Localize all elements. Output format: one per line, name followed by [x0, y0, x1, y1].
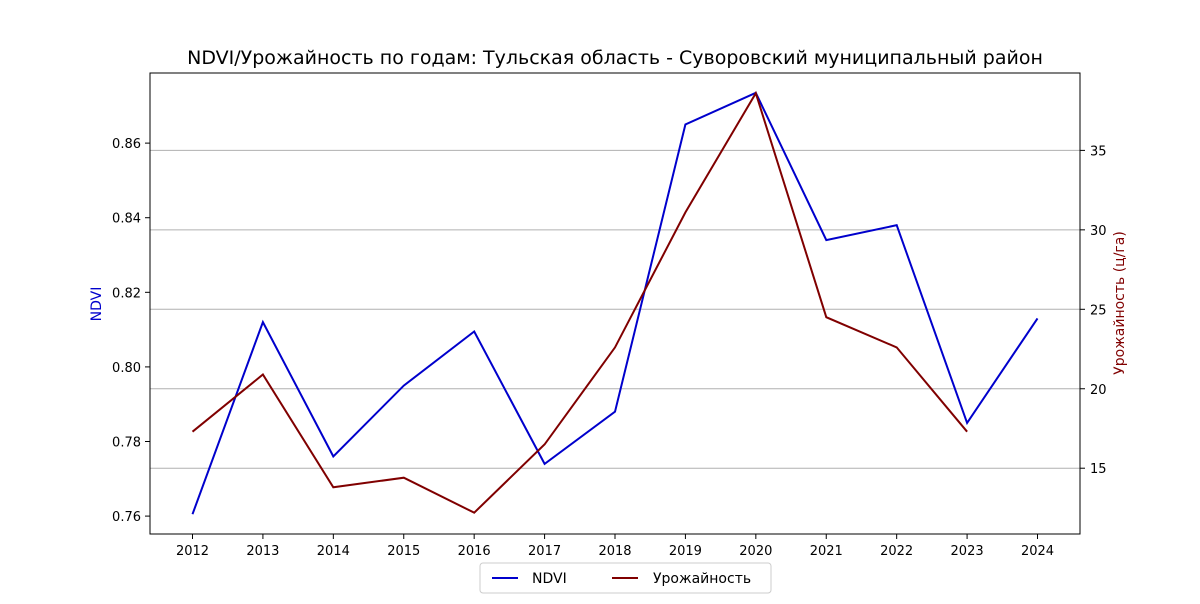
x-axis-tick-label: 2018 — [598, 544, 631, 559]
left-axis-tick-label: 0.76 — [112, 510, 141, 525]
x-axis-tick-label: 2017 — [528, 544, 561, 559]
right-axis-label: Урожайность (ц/га) — [1112, 231, 1128, 375]
chart-legend: NDVI Урожайность — [479, 562, 772, 594]
x-axis-tick-label: 2020 — [739, 544, 772, 559]
x-axis-tick-label: 2016 — [458, 544, 491, 559]
x-axis-tick-label: 2024 — [1021, 544, 1054, 559]
left-axis-tick-label: 0.82 — [112, 286, 141, 301]
plot-area-frame — [149, 72, 1081, 535]
x-axis: 2012 2013 2014 2015 2016 2017 2018 2019 2020 2021… — [176, 534, 1054, 559]
left-axis-tick-label: 0.78 — [112, 436, 141, 451]
x-axis-tick-label: 2023 — [951, 544, 984, 559]
right-axis-tick-label: 20 — [1090, 383, 1107, 398]
legend-label-yield: Урожайность — [653, 571, 751, 587]
left-y-axis: 0.76 0.78 0.80 0.82 0.84 0.86 — [112, 137, 150, 525]
left-axis-tick-label: 0.80 — [112, 361, 141, 376]
x-axis-tick-label: 2019 — [669, 544, 702, 559]
chart-title: NDVI/Урожайность по годам: Тульская обла… — [187, 47, 1043, 69]
right-y-axis: 15 20 25 30 35 — [1080, 144, 1107, 477]
right-axis-tick-label: 15 — [1090, 462, 1107, 477]
series-line-ndvi — [191, 91, 1039, 515]
x-axis-tick-label: 2022 — [880, 544, 913, 559]
x-axis-tick-label: 2021 — [810, 544, 843, 559]
grid-lines — [150, 149, 1080, 469]
x-axis-tick-label: 2015 — [387, 544, 420, 559]
left-axis-label: NDVI — [89, 287, 105, 322]
series-line-yield — [191, 90, 968, 514]
x-axis-tick-label: 2014 — [317, 544, 350, 559]
x-axis-tick-label: 2013 — [246, 544, 279, 559]
right-axis-tick-label: 35 — [1090, 144, 1107, 159]
left-axis-tick-label: 0.84 — [112, 212, 141, 227]
right-axis-tick-label: 30 — [1090, 224, 1107, 239]
series-lines — [191, 90, 1039, 515]
x-axis-tick-label: 2012 — [176, 544, 209, 559]
legend-label-ndvi: NDVI — [532, 571, 567, 587]
right-axis-tick-label: 25 — [1090, 303, 1107, 318]
left-axis-tick-label: 0.86 — [112, 137, 141, 152]
